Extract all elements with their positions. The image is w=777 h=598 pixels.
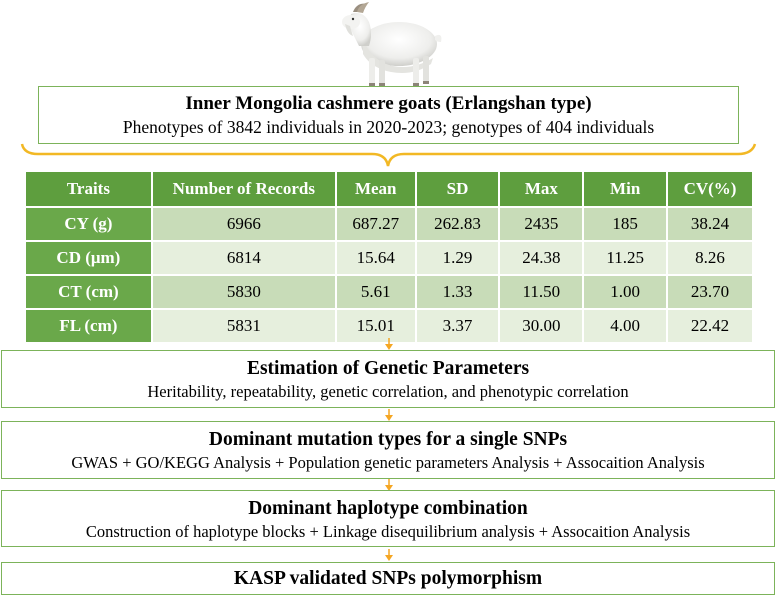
column-header: Max bbox=[500, 172, 583, 208]
table-cell: 6814 bbox=[152, 242, 335, 276]
table-cell: 11.50 bbox=[500, 276, 583, 310]
table-row: CT (cm) 5830 5.61 1.33 11.50 1.00 23.70 bbox=[26, 276, 752, 310]
table-cell: 30.00 bbox=[500, 310, 583, 344]
table-cell: 1.29 bbox=[416, 242, 499, 276]
goat-illustration bbox=[342, 2, 442, 86]
column-header: Mean bbox=[336, 172, 415, 208]
single-snp-box: Dominant mutation types for a single SNP… bbox=[1, 421, 775, 479]
step-detail: Construction of haplotype blocks + Linka… bbox=[85, 522, 691, 541]
table-row: FL (cm) 5831 15.01 3.37 30.00 4.00 22.42 bbox=[26, 310, 752, 344]
table-cell: 2435 bbox=[500, 208, 583, 242]
population-title: Inner Mongolia cashmere goats (Erlangsha… bbox=[185, 93, 592, 114]
genetic-parameters-box: Estimation of Genetic Parameters Heritab… bbox=[1, 350, 775, 408]
step-detail: Heritability, repeatability, genetic cor… bbox=[147, 382, 629, 401]
table-cell: 8.26 bbox=[668, 242, 752, 276]
table-cell: 22.42 bbox=[668, 310, 752, 344]
table-cell: 5.61 bbox=[336, 276, 415, 310]
table-cell: 5831 bbox=[152, 310, 335, 344]
table-cell: 262.83 bbox=[416, 208, 499, 242]
table-row: CY (g) 6966 687.27 262.83 2435 185 38.24 bbox=[26, 208, 752, 242]
table-cell: 15.64 bbox=[336, 242, 415, 276]
haplotype-box: Dominant haplotype combination Construct… bbox=[1, 490, 775, 547]
flow-arrow bbox=[385, 479, 393, 491]
table-cell: 24.38 bbox=[500, 242, 583, 276]
table-cell: 15.01 bbox=[336, 310, 415, 344]
table-cell: 6966 bbox=[152, 208, 335, 242]
trait-cell: CT (cm) bbox=[26, 276, 151, 310]
trait-cell: CD (μm) bbox=[26, 242, 151, 276]
table-cell: 23.70 bbox=[668, 276, 752, 310]
curly-brace bbox=[20, 143, 757, 167]
step-title: Dominant mutation types for a single SNP… bbox=[208, 429, 568, 450]
kasp-box: KASP validated SNPs polymorphism bbox=[1, 562, 775, 595]
column-header: SD bbox=[416, 172, 499, 208]
trait-cell: CY (g) bbox=[26, 208, 151, 242]
trait-cell: FL (cm) bbox=[26, 310, 151, 344]
table-cell: 38.24 bbox=[668, 208, 752, 242]
step-title: Dominant haplotype combination bbox=[248, 498, 528, 519]
column-header: Number of Records bbox=[152, 172, 335, 208]
table-cell: 1.00 bbox=[584, 276, 667, 310]
flow-arrow bbox=[385, 549, 393, 561]
table-cell: 1.33 bbox=[416, 276, 499, 310]
population-box: Inner Mongolia cashmere goats (Erlangsha… bbox=[38, 86, 739, 144]
table-cell: 5830 bbox=[152, 276, 335, 310]
table-cell: 11.25 bbox=[584, 242, 667, 276]
column-header: Traits bbox=[26, 172, 151, 208]
table-cell: 3.37 bbox=[416, 310, 499, 344]
table-cell: 4.00 bbox=[584, 310, 667, 344]
phenotype-statistics-table: Traits Number of Records Mean SD Max Min… bbox=[24, 172, 754, 344]
step-detail: GWAS + GO/KEGG Analysis + Population gen… bbox=[71, 453, 705, 472]
flow-arrow bbox=[385, 409, 393, 421]
population-subtitle: Phenotypes of 3842 individuals in 2020-2… bbox=[122, 117, 655, 137]
table-row: CD (μm) 6814 15.64 1.29 24.38 11.25 8.26 bbox=[26, 242, 752, 276]
step-title: Estimation of Genetic Parameters bbox=[246, 358, 530, 379]
flow-arrow bbox=[385, 338, 393, 350]
table-header-row: Traits Number of Records Mean SD Max Min… bbox=[26, 172, 752, 208]
column-header: CV(%) bbox=[668, 172, 752, 208]
table-cell: 687.27 bbox=[336, 208, 415, 242]
table-cell: 185 bbox=[584, 208, 667, 242]
column-header: Min bbox=[584, 172, 667, 208]
step-title: KASP validated SNPs polymorphism bbox=[233, 568, 543, 589]
